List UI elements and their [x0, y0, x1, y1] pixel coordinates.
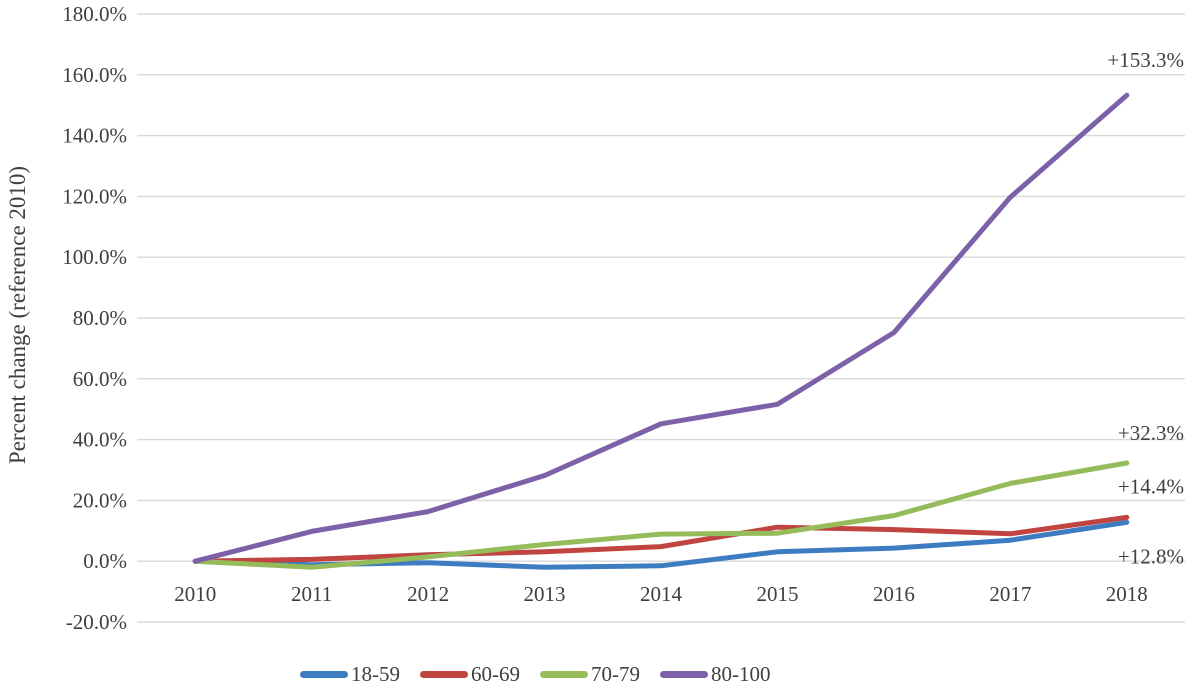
- y-tick-label: 120.0%: [62, 184, 127, 208]
- data-label-80-100: +153.3%: [1107, 48, 1184, 72]
- y-tick-label: 140.0%: [62, 124, 127, 148]
- legend-label: 18-59: [351, 661, 400, 686]
- legend-line-swatch-icon: [420, 670, 468, 678]
- y-axis-title: Percent change (reference 2010): [5, 165, 30, 465]
- legend-line-swatch-icon: [540, 670, 588, 678]
- y-tick-label: 180.0%: [62, 2, 127, 26]
- legend-label: 70-79: [591, 661, 640, 686]
- y-tick-label: 80.0%: [73, 306, 127, 330]
- data-label-60-69: +14.4%: [1118, 474, 1184, 498]
- series-line-60-69: [192, 514, 1130, 564]
- legend-label: 80-100: [711, 661, 771, 686]
- x-tick-label: 2011: [291, 582, 332, 606]
- x-tick-label: 2018: [1106, 582, 1148, 606]
- legend-item-80-100: 80-100: [660, 662, 771, 686]
- y-tick-label: 20.0%: [73, 488, 127, 512]
- legend-item-60-69: 60-69: [420, 662, 520, 686]
- legend-item-18-59: 18-59: [300, 662, 400, 686]
- series-line-80-100: [192, 92, 1130, 564]
- y-tick-label: 100.0%: [62, 245, 127, 269]
- x-tick-label: 2017: [989, 582, 1031, 606]
- legend-item-70-79: 70-79: [540, 662, 640, 686]
- y-tick-label: 60.0%: [73, 367, 127, 391]
- y-tick-label: 40.0%: [73, 428, 127, 452]
- x-tick-label: 2013: [524, 582, 566, 606]
- x-tick-label: 2015: [756, 582, 798, 606]
- x-tick-label: 2012: [407, 582, 449, 606]
- x-tick-label: 2016: [873, 582, 915, 606]
- y-tick-label: 160.0%: [62, 63, 127, 87]
- legend-line-swatch-icon: [300, 670, 348, 678]
- x-tick-label: 2014: [640, 582, 683, 606]
- data-label-70-79: +32.3%: [1118, 421, 1184, 445]
- legend-label: 60-69: [471, 661, 520, 686]
- y-tick-label: -20.0%: [66, 610, 127, 634]
- data-label-18-59: +12.8%: [1118, 544, 1184, 568]
- series-line-70-79: [192, 460, 1130, 570]
- y-tick-label: 0.0%: [83, 549, 127, 573]
- chart-legend: 18-59 60-69 70-79 80-100: [300, 662, 771, 686]
- x-tick-label: 2010: [174, 582, 216, 606]
- legend-line-swatch-icon: [660, 670, 708, 678]
